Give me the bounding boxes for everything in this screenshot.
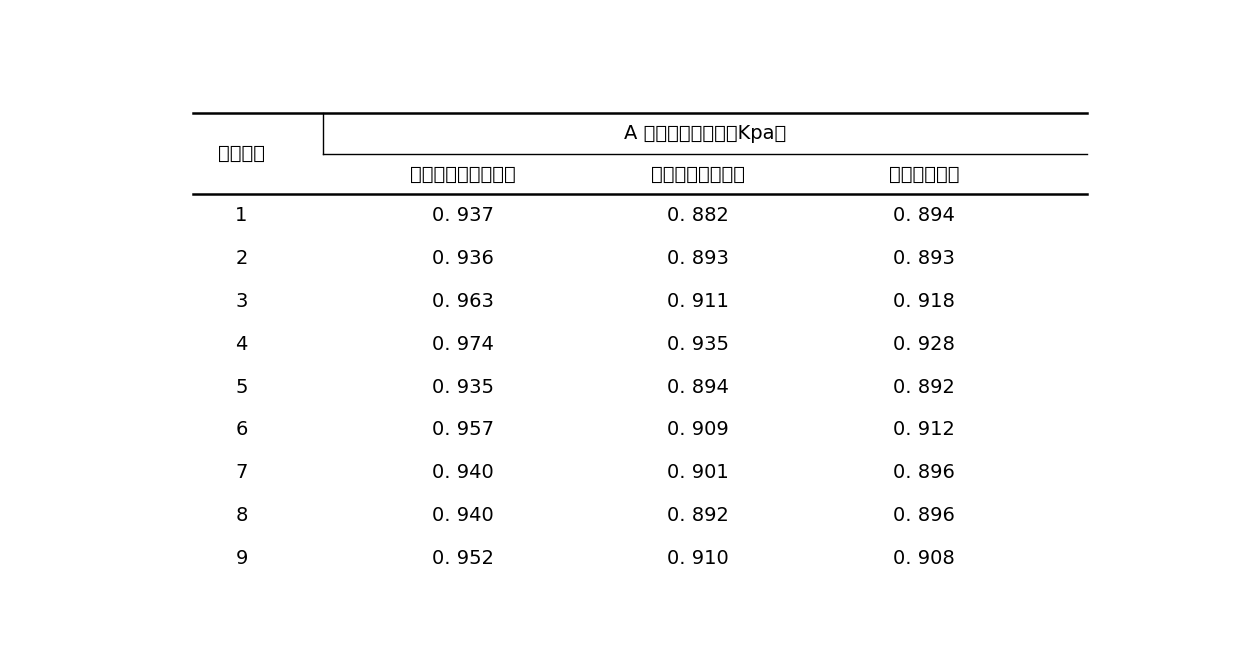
Text: 5: 5 [236,378,248,396]
Text: 0. 952: 0. 952 [432,549,494,568]
Text: 0. 912: 0. 912 [893,420,955,440]
Text: 0. 940: 0. 940 [432,506,494,525]
Text: 0. 935: 0. 935 [432,378,494,396]
Text: 1: 1 [236,206,248,225]
Text: 0. 935: 0. 935 [667,335,729,354]
Text: 0. 892: 0. 892 [893,378,955,396]
Text: 0. 928: 0. 928 [893,335,955,354]
Text: 0. 918: 0. 918 [893,292,955,311]
Text: 烟支编号: 烟支编号 [218,144,265,163]
Text: A 样品（吸阻单位：Kpa）: A 样品（吸阻单位：Kpa） [624,124,786,143]
Text: 7: 7 [236,463,248,482]
Text: 0. 937: 0. 937 [432,206,494,225]
Text: 0. 908: 0. 908 [893,549,955,568]
Text: 方程计算吸阻: 方程计算吸阻 [889,164,959,184]
Text: 0. 957: 0. 957 [432,420,494,440]
Text: 0. 896: 0. 896 [893,463,955,482]
Text: 2: 2 [236,249,248,268]
Text: 0. 901: 0. 901 [667,463,729,482]
Text: 本发明方法在线吸阻: 本发明方法在线吸阻 [409,164,516,184]
Text: 0. 894: 0. 894 [893,206,955,225]
Text: 0. 882: 0. 882 [667,206,729,225]
Text: 0. 940: 0. 940 [432,463,494,482]
Text: 9: 9 [236,549,248,568]
Text: 4: 4 [236,335,248,354]
Text: 0. 896: 0. 896 [893,506,955,525]
Text: 0. 963: 0. 963 [432,292,494,311]
Text: 0. 893: 0. 893 [893,249,955,268]
Text: 0. 909: 0. 909 [667,420,729,440]
Text: 8: 8 [236,506,248,525]
Text: 0. 974: 0. 974 [432,335,494,354]
Text: 0. 894: 0. 894 [667,378,729,396]
Text: 0. 893: 0. 893 [667,249,729,268]
Text: 0. 910: 0. 910 [667,549,729,568]
Text: 0. 936: 0. 936 [432,249,494,268]
Text: 0. 911: 0. 911 [667,292,729,311]
Text: 6: 6 [236,420,248,440]
Text: 测试台法离线吸阻: 测试台法离线吸阻 [651,164,745,184]
Text: 0. 892: 0. 892 [667,506,729,525]
Text: 3: 3 [236,292,248,311]
